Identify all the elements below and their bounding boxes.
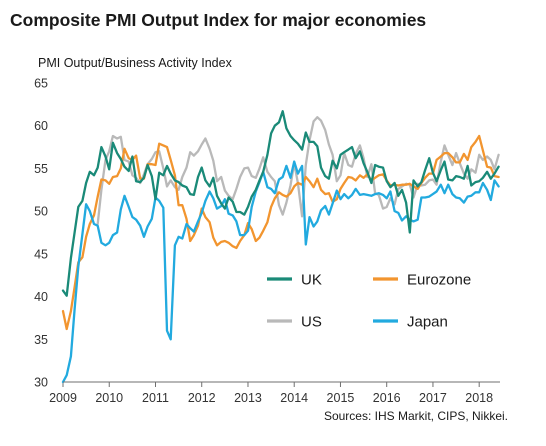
y-axis-label: PMI Output/Business Activity Index (38, 56, 232, 70)
legend: UK Eurozone US Japan (267, 272, 471, 331)
x-tick-label: 2009 (49, 391, 77, 405)
x-axis-ticks: 2009 2010 2011 2012 2013 2014 2015 2016 2017 2018 (49, 382, 493, 405)
source-note: Sources: IHS Markit, CIPS, Nikkei. (323, 409, 508, 423)
legend-label-eurozone: Eurozone (407, 272, 471, 289)
x-tick-label: 2017 (419, 391, 447, 405)
series-line-uk (61, 110, 500, 297)
series-lines (61, 110, 500, 384)
x-tick-label: 2018 (465, 391, 493, 405)
series-line-japan (61, 160, 500, 384)
legend-label-us: US (301, 314, 322, 331)
y-tick-label: 60 (34, 119, 48, 133)
legend-label-japan: Japan (407, 314, 448, 331)
y-tick-label: 35 (34, 333, 48, 347)
y-tick-label: 40 (34, 290, 48, 304)
y-axis-ticks: 30 35 40 45 50 55 60 65 (34, 77, 48, 390)
x-tick-label: 2012 (188, 391, 216, 405)
x-tick-label: 2013 (234, 391, 262, 405)
x-tick-label: 2011 (142, 391, 169, 405)
x-tick-label: 2014 (280, 391, 308, 405)
x-tick-label: 2010 (95, 391, 123, 405)
y-tick-label: 30 (34, 376, 48, 390)
chart-title: Composite PMI Output Index for major eco… (10, 10, 427, 30)
series-line-eurozone (61, 134, 500, 331)
x-tick-label: 2015 (327, 391, 355, 405)
y-tick-label: 65 (34, 77, 48, 91)
y-tick-label: 45 (34, 247, 48, 261)
legend-label-uk: UK (301, 272, 322, 289)
x-tick-label: 2016 (373, 391, 401, 405)
y-tick-label: 50 (34, 205, 48, 219)
y-tick-label: 55 (34, 162, 48, 176)
